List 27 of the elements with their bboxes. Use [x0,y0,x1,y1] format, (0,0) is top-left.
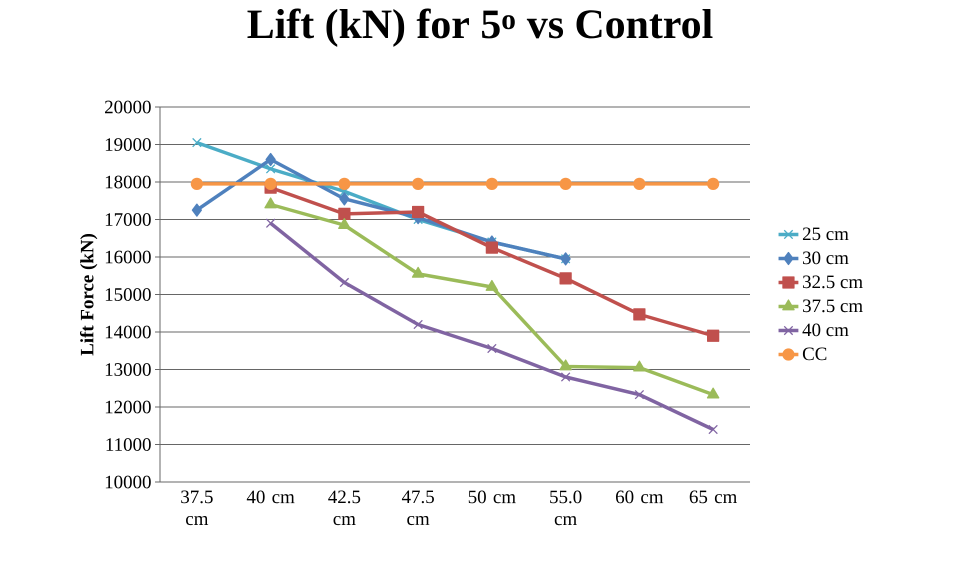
x-tick-label: 37.5 cm [181,490,213,526]
x-tick-label: 40 cm [246,490,295,504]
y-tick-label: 14000 [106,326,151,338]
x-tick-label: 42.5 cm [328,490,360,526]
y-tick-label: 17000 [106,213,151,226]
legend-label: 30 cm [803,251,849,264]
legend-label: CC [802,348,826,360]
y-tick-label: 20000 [105,100,151,114]
y-tick-label: 11000 [106,438,151,451]
y-tick-label: 15000 [106,288,151,301]
x-tick-label: 50 cm [468,490,516,504]
y-tick-label: 12000 [106,400,151,414]
x-tick-label: 60 cm [616,490,664,504]
y-tick-label: 16000 [106,250,151,264]
y-tick-label: 10000 [106,476,151,488]
x-tick-label: 47.5 cm [402,490,434,526]
y-tick-label: 13000 [106,363,151,376]
y-tick-label: 18000 [106,176,151,188]
y-tick-label: 19000 [106,138,151,151]
x-tick-label: 65 cm [690,490,738,504]
y-axis-title: Lift Force (kN) [80,234,98,356]
x-tick-label: 55.0 cm [550,490,582,526]
legend-label: 25 cm [802,227,849,240]
chart-title: Lift (kN) for 5$^{o}$ vs Control [247,8,713,47]
legend-label: 32.5 cm [803,275,863,288]
legend-label: 40 cm [802,323,849,336]
legend-label: 37.5 cm [803,299,863,312]
